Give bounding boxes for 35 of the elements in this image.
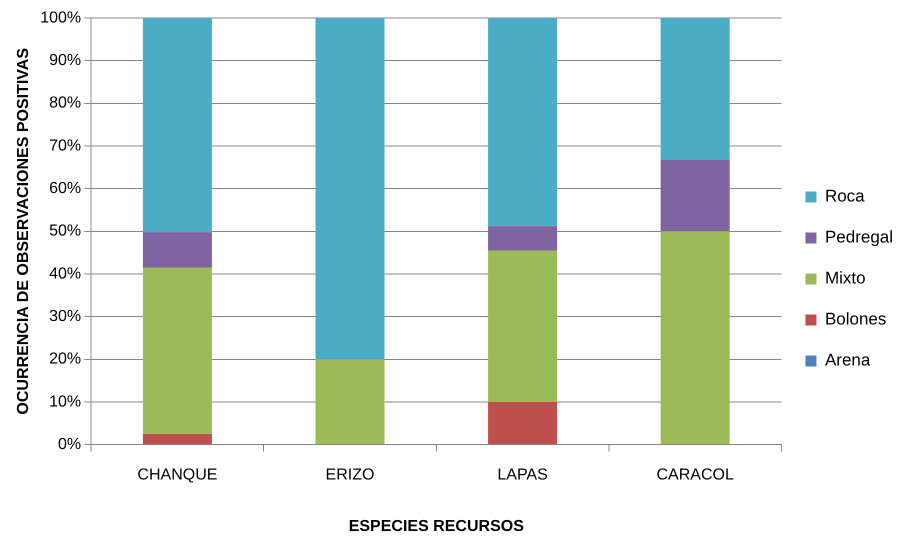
y-axis-title: OCURRENCIA DE OBSERVACIONES POSITIVAS [15,48,32,415]
x-tick-label: CARACOL [656,466,734,484]
bar [660,160,730,232]
x-tick-label: LAPAS [497,466,548,484]
x-axis-title: ESPECIES RECURSOS [348,518,524,535]
bar [488,250,558,402]
legend-label: Pedregal [824,228,894,247]
y-tick-label: 40% [49,265,82,282]
bar [488,18,558,226]
bar [142,232,212,268]
y-tick-label: 20% [49,350,82,368]
bar [660,18,730,160]
bar [488,226,558,250]
x-tick-label: ERIZO [326,466,374,484]
y-tick-label: 80% [49,94,82,112]
y-tick-label: 90% [49,52,82,70]
y-tick-label: 50% [49,222,82,240]
bar [315,359,385,444]
legend-label: Mixto [824,268,866,288]
y-tick-label: 70% [49,137,82,154]
x-tick-label: CHANQUE [137,466,218,484]
bar [315,18,385,360]
y-tick-label: 60% [49,180,82,198]
bar [660,231,730,444]
legend-label: Roca [824,186,866,206]
legend-label: Arena [824,350,871,370]
bar [142,268,212,434]
y-tick-label: 100% [40,9,82,26]
legend-label: Bolones [824,310,886,329]
bar [142,434,212,444]
bar [488,402,558,444]
y-tick-label: 30% [49,308,82,326]
bar [142,18,212,232]
y-tick-label: 0% [58,436,82,454]
y-tick-label: 10% [49,393,82,410]
